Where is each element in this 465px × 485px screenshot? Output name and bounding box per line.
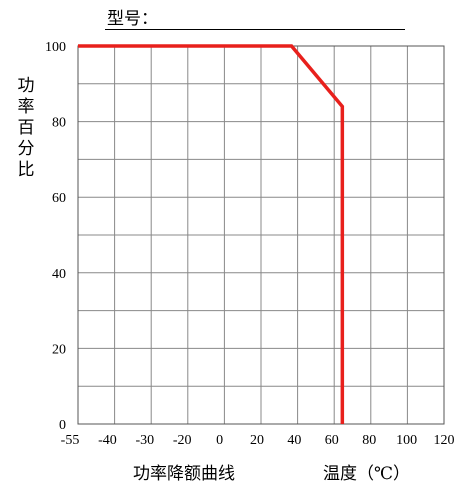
y-axis-label-char-4: 分 — [17, 139, 35, 159]
y-tick-label: 100 — [45, 40, 66, 55]
x-tick-label: -20 — [173, 433, 192, 448]
y-tick-label: 60 — [52, 191, 66, 206]
x-tick-label: -55 — [61, 433, 80, 448]
y-tick-labels: 0 20 40 60 80 100 — [45, 40, 66, 433]
y-tick-label: 40 — [52, 267, 66, 282]
x-axis-label: 温度（℃） — [323, 464, 411, 484]
x-tick-label: 100 — [396, 433, 417, 448]
x-tick-label: 120 — [434, 433, 455, 448]
curve-caption: 功率降额曲线 — [133, 464, 235, 484]
y-tick-label: 80 — [52, 116, 66, 131]
x-tick-label: -40 — [98, 433, 117, 448]
x-tick-label: 40 — [287, 433, 301, 448]
y-axis-label-char-2: 率 — [17, 97, 35, 117]
y-axis-label-char-1: 功 — [17, 76, 35, 96]
model-label: 型号： — [107, 9, 158, 29]
y-tick-label: 0 — [59, 418, 66, 433]
x-tick-label: 20 — [250, 433, 264, 448]
y-tick-label: 20 — [52, 342, 66, 357]
y-axis-label-char-5: 比 — [17, 160, 35, 180]
x-tick-label: 80 — [362, 433, 376, 448]
x-tick-label: -30 — [135, 433, 154, 448]
derating-curve — [78, 44, 345, 424]
grid-lines — [78, 46, 444, 424]
x-tick-label: 0 — [216, 433, 223, 448]
model-underline — [105, 29, 405, 30]
y-axis-label: 功 率 百 分 比 — [16, 76, 36, 181]
x-tick-label: 60 — [325, 433, 339, 448]
y-axis-label-char-3: 百 — [17, 118, 35, 138]
x-tick-labels: -55 -40 -30 -20 0 20 40 60 80 100 120 — [61, 433, 455, 448]
